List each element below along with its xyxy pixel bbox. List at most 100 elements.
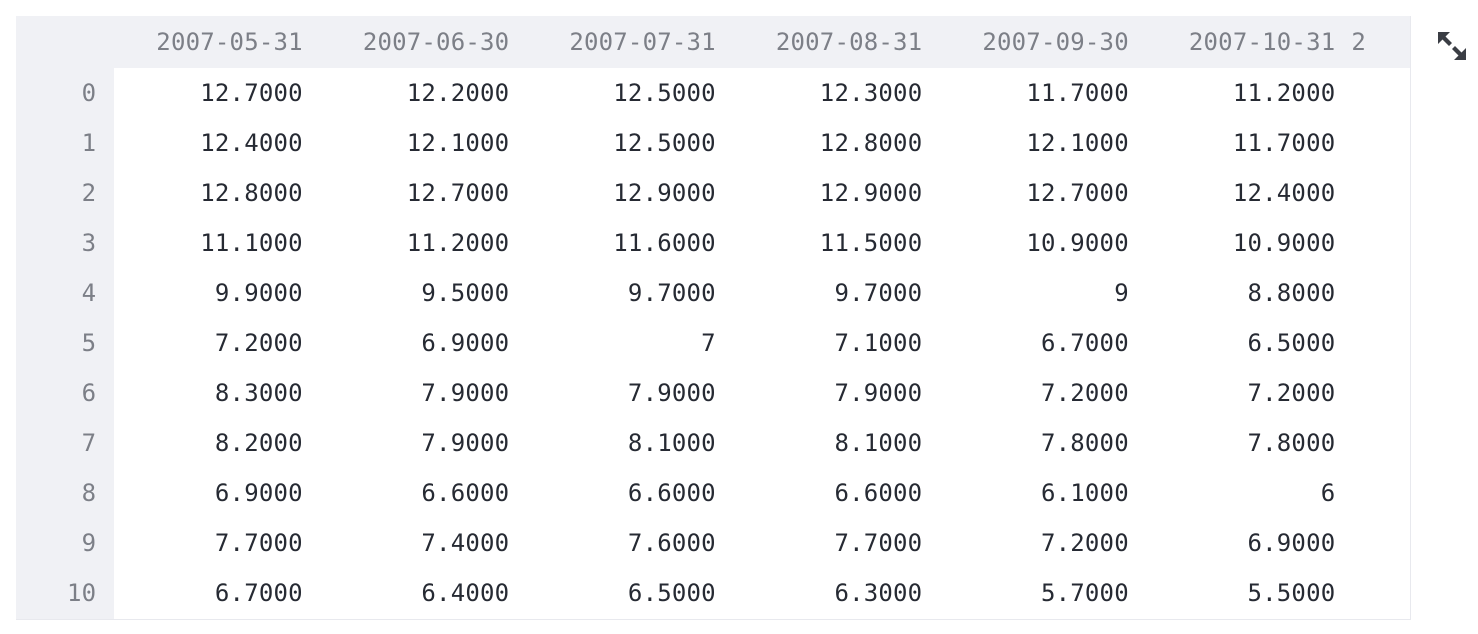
table-cell[interactable]: 6.9000	[1247, 529, 1336, 557]
column-header[interactable]: 2007-06-30	[362, 28, 510, 56]
table-cell[interactable]: 10.9000	[1232, 229, 1336, 257]
table-cell[interactable]: 12.8000	[200, 179, 303, 207]
index-header	[16, 16, 112, 68]
table-cell[interactable]: 7.2000	[214, 329, 303, 357]
table-cell[interactable]: 7.9000	[421, 379, 510, 407]
row-index: 0	[81, 79, 97, 107]
table-row: 10 6.7000 6.4000 6.5000 6.3000 5.7000 5.…	[16, 568, 1410, 618]
table-cell[interactable]: 12.7000	[200, 79, 303, 107]
table-cell[interactable]: 6.3000	[834, 579, 923, 607]
dataframe-table: 2007-05-31 2007-06-30 2007-07-31 2007-08…	[16, 16, 1410, 618]
table-cell[interactable]: 8.1000	[834, 429, 923, 457]
column-header[interactable]: 2007-05-31	[156, 28, 303, 56]
table-cell[interactable]: 7.9000	[834, 379, 923, 407]
table-cell[interactable]: 11.7000	[1026, 79, 1129, 107]
table-cell[interactable]: 9.5000	[421, 279, 510, 307]
table-cell[interactable]: 6.7000	[1040, 329, 1129, 357]
header-row: 2007-05-31 2007-06-30 2007-07-31 2007-08…	[16, 16, 1410, 68]
dataframe-viewer: 2007-05-31 2007-06-30 2007-07-31 2007-08…	[16, 16, 1411, 620]
table-cell[interactable]: 6.5000	[627, 579, 716, 607]
table-cell[interactable]: 7.7000	[214, 529, 303, 557]
table-row: 2 12.8000 12.7000 12.9000 12.9000 12.700…	[16, 168, 1410, 218]
table-cell-truncated	[1351, 518, 1410, 568]
table-cell[interactable]: 12.5000	[613, 129, 716, 157]
table-cell[interactable]: 6.5000	[1247, 329, 1336, 357]
table-cell[interactable]: 9.7000	[834, 279, 923, 307]
table-cell[interactable]: 9.7000	[627, 279, 716, 307]
table-cell[interactable]: 12.1000	[406, 129, 510, 157]
table-cell-truncated	[1351, 218, 1410, 268]
row-index: 5	[81, 329, 97, 357]
table-cell[interactable]: 11.5000	[819, 229, 923, 257]
column-header[interactable]: 2007-09-30	[982, 28, 1129, 56]
table-cell[interactable]: 7.6000	[627, 529, 716, 557]
table-cell[interactable]: 11.1000	[200, 229, 303, 257]
table-cell[interactable]: 12.9000	[819, 179, 923, 207]
table-cell[interactable]: 12.7000	[406, 179, 510, 207]
table-cell-truncated	[1351, 118, 1410, 168]
table-row: 7 8.2000 7.9000 8.1000 8.1000 7.8000 7.8…	[16, 418, 1410, 468]
row-index: 9	[81, 529, 97, 557]
table-cell[interactable]: 6.6000	[627, 479, 716, 507]
table-cell[interactable]: 11.7000	[1232, 129, 1336, 157]
table-cell[interactable]: 11.2000	[406, 229, 510, 257]
table-cell[interactable]: 5.5000	[1247, 579, 1336, 607]
table-cell[interactable]: 8.3000	[214, 379, 303, 407]
table-cell[interactable]: 7	[701, 329, 716, 357]
table-cell[interactable]: 7.2000	[1040, 379, 1129, 407]
table-cell[interactable]: 6	[1320, 479, 1336, 507]
table-row: 3 11.1000 11.2000 11.6000 11.5000 10.900…	[16, 218, 1410, 268]
table-cell[interactable]: 7.8000	[1040, 429, 1129, 457]
table-cell[interactable]: 7.1000	[834, 329, 923, 357]
table-cell[interactable]: 7.4000	[421, 529, 510, 557]
table-cell[interactable]: 6.7000	[214, 579, 303, 607]
table-cell[interactable]: 6.1000	[1040, 479, 1129, 507]
table-row: 8 6.9000 6.6000 6.6000 6.6000 6.1000 6	[16, 468, 1410, 518]
table-cell[interactable]: 11.2000	[1232, 79, 1336, 107]
column-header-truncated[interactable]: 2	[1351, 28, 1367, 56]
table-cell[interactable]: 10.9000	[1026, 229, 1129, 257]
table-cell[interactable]: 8.1000	[627, 429, 716, 457]
table-cell-truncated	[1351, 268, 1410, 318]
table-cell-truncated	[1351, 168, 1410, 218]
table-cell[interactable]: 12.4000	[200, 129, 303, 157]
table-row: 0 12.7000 12.2000 12.5000 12.3000 11.700…	[16, 68, 1410, 118]
table-cell[interactable]: 5.7000	[1040, 579, 1129, 607]
table-cell[interactable]: 7.9000	[627, 379, 716, 407]
header-row-background	[16, 16, 1410, 68]
table-cell[interactable]: 12.8000	[819, 129, 923, 157]
table-cell[interactable]: 6.4000	[421, 579, 510, 607]
table-cell[interactable]: 8.8000	[1247, 279, 1336, 307]
table-cell[interactable]: 7.7000	[834, 529, 923, 557]
table-cell-truncated	[1351, 568, 1410, 618]
table-row: 9 7.7000 7.4000 7.6000 7.7000 7.2000 6.9…	[16, 518, 1410, 568]
table-cell[interactable]: 12.3000	[819, 79, 923, 107]
table-cell[interactable]: 6.9000	[214, 479, 303, 507]
table-row: 6 8.3000 7.9000 7.9000 7.9000 7.2000 7.2…	[16, 368, 1410, 418]
table-cell[interactable]: 9.9000	[214, 279, 303, 307]
table-cell[interactable]: 12.2000	[406, 79, 510, 107]
table-cell[interactable]: 12.4000	[1232, 179, 1336, 207]
row-index: 6	[81, 379, 97, 407]
column-header[interactable]: 2007-10-31	[1188, 28, 1336, 56]
column-header[interactable]: 2007-07-31	[569, 28, 716, 56]
table-cell[interactable]: 7.2000	[1247, 379, 1336, 407]
table-cell[interactable]: 12.5000	[613, 79, 716, 107]
row-index: 2	[81, 179, 97, 207]
table-cell[interactable]: 8.2000	[214, 429, 303, 457]
table-cell[interactable]: 12.7000	[1026, 179, 1129, 207]
table-cell[interactable]: 12.9000	[613, 179, 716, 207]
table-cell[interactable]: 9	[1114, 279, 1129, 307]
table-cell[interactable]: 6.6000	[834, 479, 923, 507]
column-header[interactable]: 2007-08-31	[775, 28, 923, 56]
table-cell[interactable]: 7.8000	[1247, 429, 1336, 457]
row-index: 4	[81, 279, 97, 307]
table-cell[interactable]: 6.9000	[421, 329, 510, 357]
table-cell[interactable]: 12.1000	[1026, 129, 1129, 157]
table-cell[interactable]: 7.9000	[421, 429, 510, 457]
table-cell[interactable]: 6.6000	[421, 479, 510, 507]
table-cell-truncated	[1351, 318, 1410, 368]
table-cell[interactable]: 7.2000	[1040, 529, 1129, 557]
table-cell[interactable]: 11.6000	[613, 229, 716, 257]
fullscreen-button[interactable]	[1434, 28, 1470, 64]
